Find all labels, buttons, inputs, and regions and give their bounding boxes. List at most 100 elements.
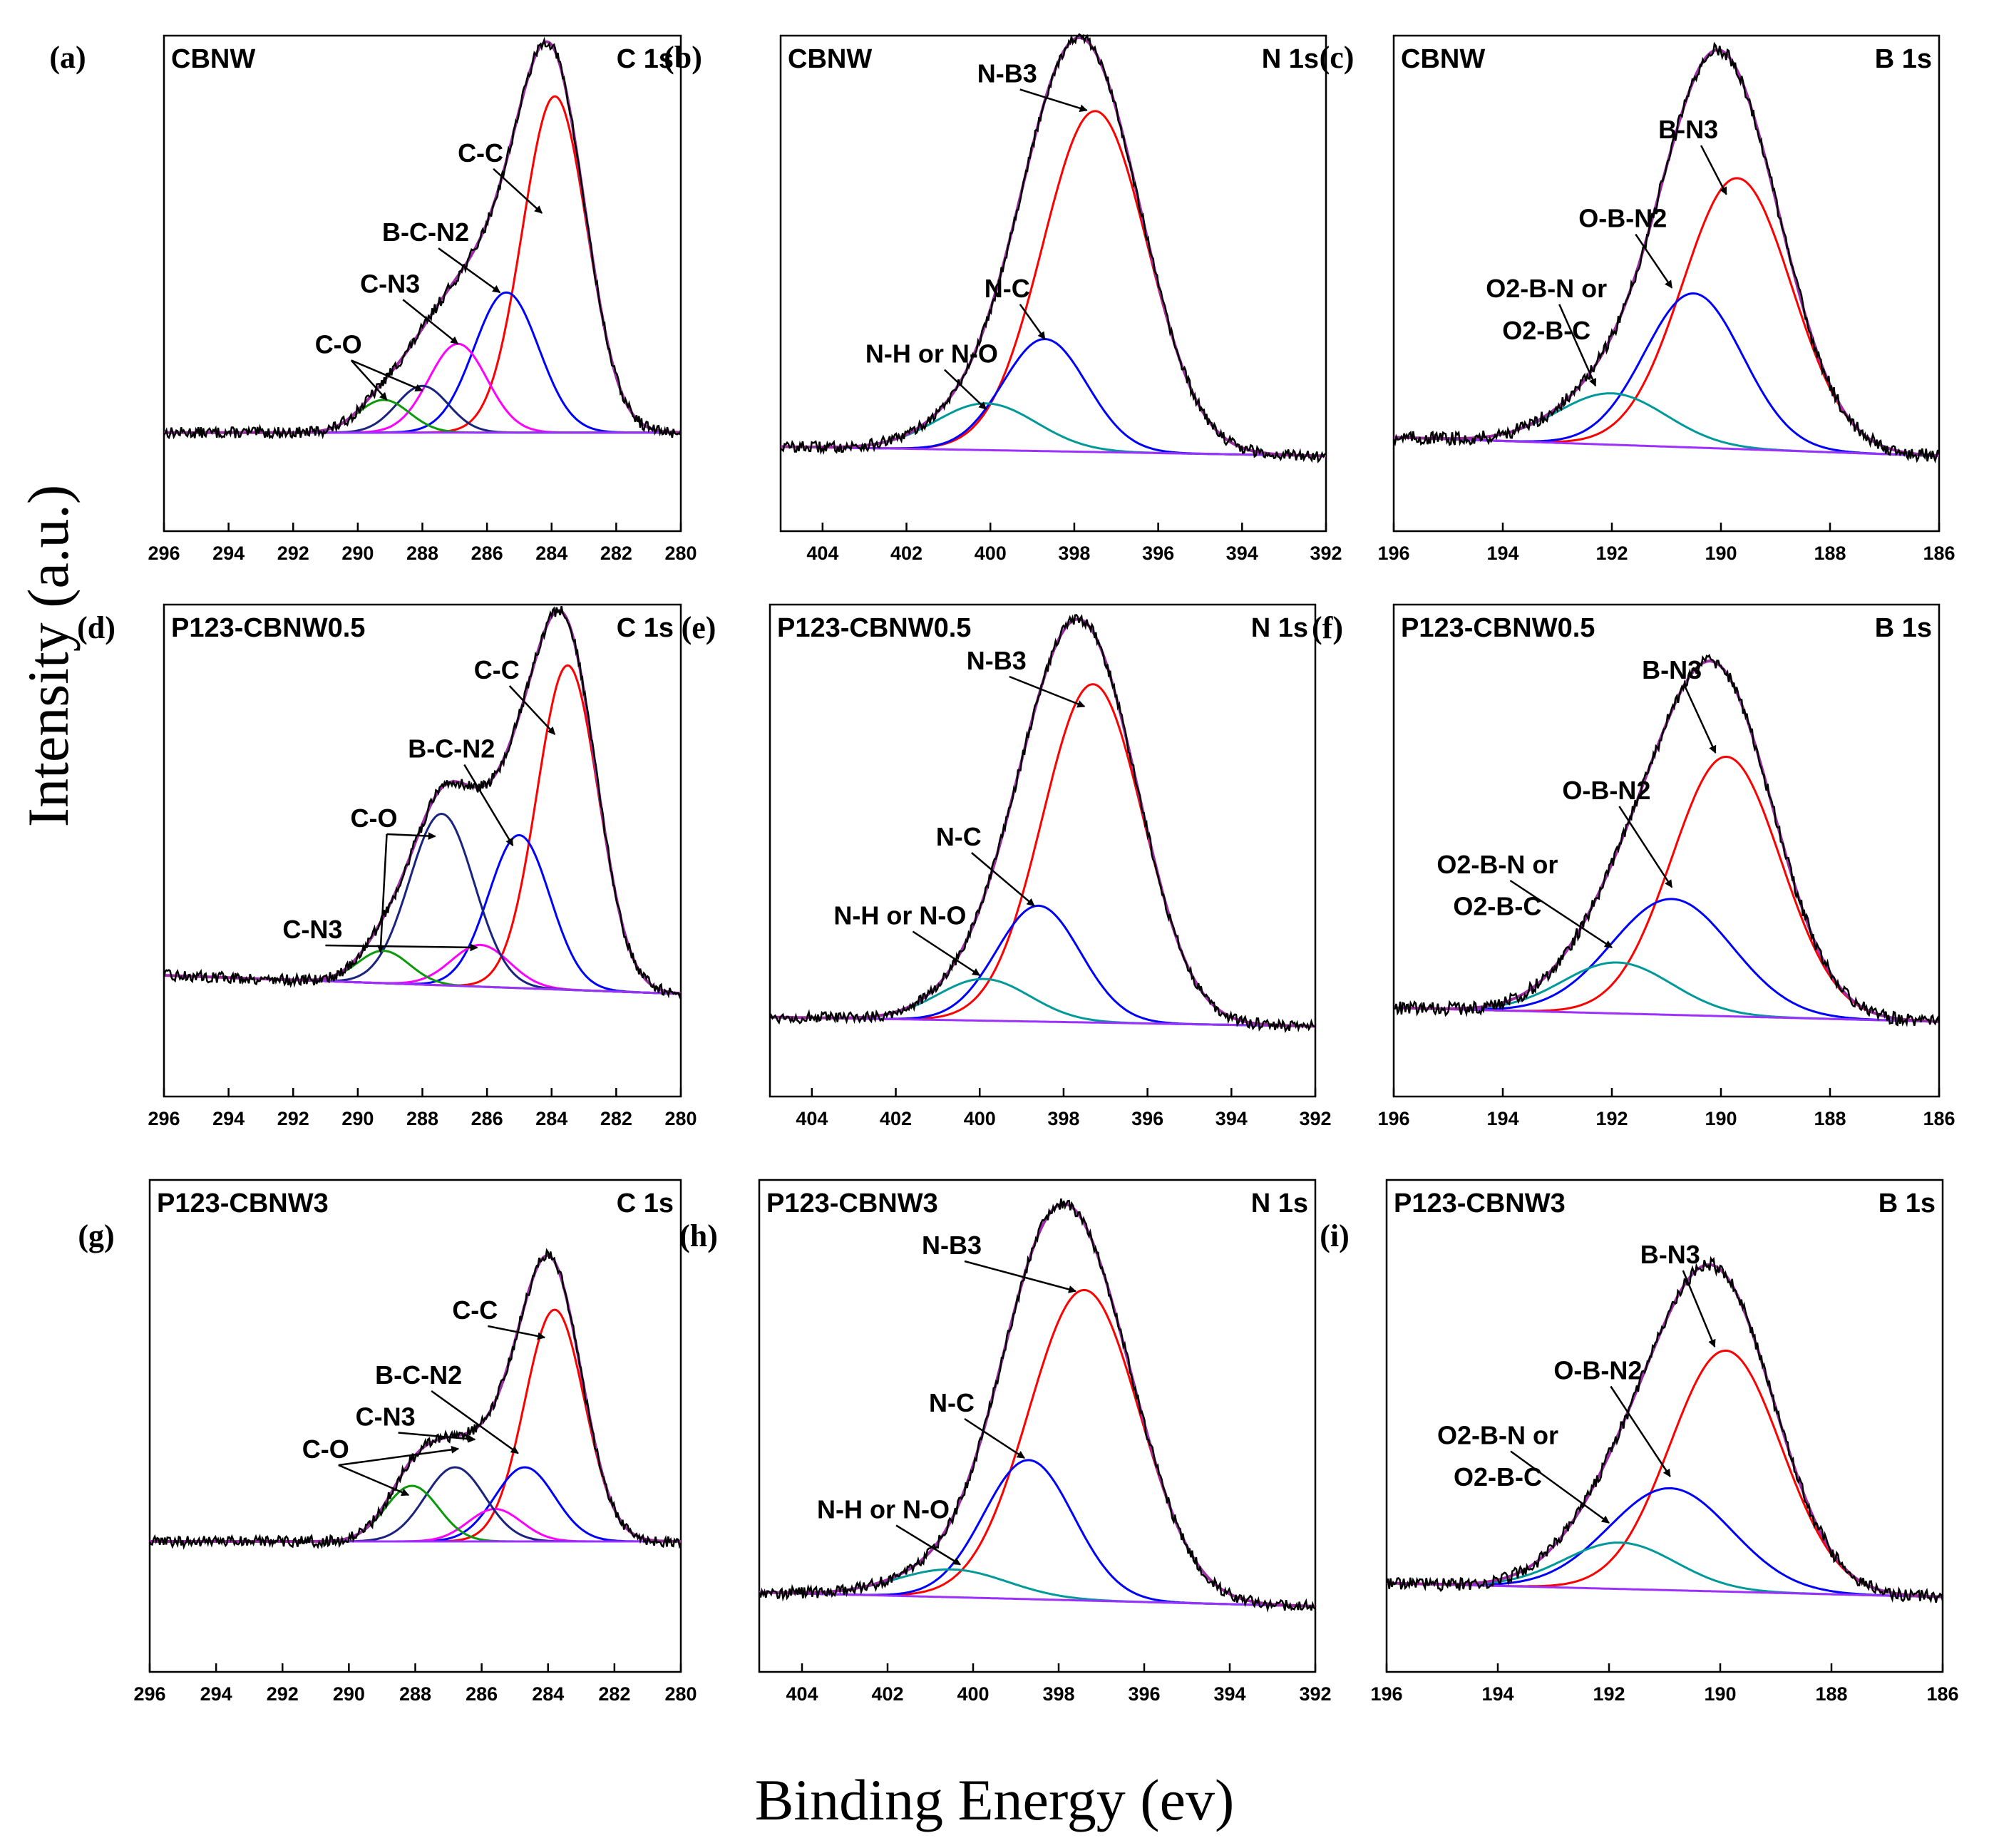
x-tick-label: 288 (406, 1108, 438, 1129)
annotation-arrow (970, 852, 1035, 907)
annotation-arrow (1684, 685, 1717, 754)
x-tick-label: 286 (471, 1108, 503, 1129)
panel-b: 404 402 400 398 396 394 392 CBNW N 1s (b) N-B3 N-C N… (664, 33, 1342, 564)
panel-letter: (g) (78, 1218, 114, 1253)
plot-frame (163, 603, 682, 1098)
panel-letter: (h) (679, 1218, 718, 1253)
x-tick-label: 392 (1299, 1108, 1331, 1129)
peak-annotation: O2-B-C (1502, 316, 1590, 345)
x-tick-label: 186 (1926, 1683, 1958, 1705)
peak-annotation: C-O (315, 329, 362, 359)
x-tick-label: 192 (1595, 543, 1628, 564)
x-tick-label: 286 (466, 1683, 498, 1705)
annotation-arrow (1682, 1270, 1716, 1348)
x-axis-title: Binding Energy (ev) (755, 1767, 1235, 1832)
annotation-arrow (1618, 806, 1673, 888)
x-tick-label: 284 (535, 1108, 567, 1129)
core-level-label: B 1s (1875, 44, 1932, 74)
annotation-arrow (386, 832, 436, 841)
annotation-arrow (895, 1524, 961, 1566)
x-tick-label: 196 (1377, 1108, 1409, 1129)
peak-annotation: C-C (474, 655, 520, 684)
x-tick-label: 188 (1814, 1108, 1846, 1129)
peak-annotation: C-O (351, 804, 398, 833)
raw-spectrum (780, 33, 1327, 463)
x-tick-label: 292 (267, 1683, 299, 1705)
annotation-arrow (350, 359, 388, 401)
x-tick-label: 196 (1377, 543, 1409, 564)
core-level-label: B 1s (1875, 613, 1932, 643)
annotation-arrow (325, 943, 478, 952)
annotation-arrow (1558, 304, 1597, 387)
peak-annotation: O-B-N2 (1562, 776, 1650, 805)
x-tick-label: 400 (964, 1108, 996, 1129)
peak-annotation: C-N3 (360, 269, 420, 298)
panel-a: 296 294 292 290 288 286 284 282 280 CBNW C 1s (a) C-… (49, 34, 697, 564)
raw-spectrum (758, 1198, 1316, 1613)
peak-annotation: B-C-N2 (408, 734, 495, 764)
peak-annotation: O-B-N2 (1578, 204, 1667, 233)
raw-spectrum (769, 614, 1316, 1034)
x-tick-label: 192 (1595, 1108, 1628, 1129)
peak-annotation: N-H or N-O (865, 339, 998, 369)
x-tick-label: 280 (664, 1683, 697, 1705)
panel-c: 196 194 192 190 188 186 CBNW B 1s (c) B-N3 O-B-N2 O… (1320, 34, 1955, 564)
annotation-arrow (338, 1445, 460, 1467)
x-tick-label: 400 (975, 543, 1007, 564)
panel-letter: (e) (682, 610, 716, 645)
annotation-arrow (912, 930, 981, 977)
x-tick-label: 288 (399, 1683, 431, 1705)
core-level-label: B 1s (1878, 1189, 1936, 1218)
annotation-arrow (508, 685, 556, 735)
peak-annotation: O2-B-N or (1486, 274, 1607, 303)
x-tick-label: 398 (1042, 1683, 1074, 1705)
annotation-arrow (1635, 233, 1673, 289)
sample-label: P123-CBNW3 (1394, 1189, 1566, 1218)
sample-label: P123-CBNW3 (766, 1189, 938, 1218)
panel-letter: (a) (49, 40, 86, 75)
annotation-arrow (964, 1417, 1025, 1459)
x-tick-label: 188 (1814, 543, 1846, 564)
peak-annotation: B-C-N2 (382, 217, 469, 247)
annotation-arrow (438, 247, 501, 294)
peak-annotation: N-C (985, 274, 1030, 303)
panel-letter: (b) (664, 40, 702, 75)
x-tick-label: 284 (535, 543, 567, 564)
annotation-arrow (351, 359, 423, 391)
annotation-arrow (964, 1260, 1077, 1293)
x-tick-label: 398 (1058, 543, 1090, 564)
background-line (781, 445, 1326, 457)
peak-annotation: C-N3 (356, 1402, 416, 1432)
panel-letter: (c) (1320, 40, 1355, 75)
panel-letter: (i) (1320, 1218, 1350, 1253)
core-level-label: N 1s (1251, 613, 1308, 643)
raw-spectrum (148, 1248, 682, 1550)
x-tick-label: 194 (1486, 1108, 1518, 1129)
annotation-arrow (338, 1464, 410, 1497)
x-tick-label: 396 (1142, 543, 1174, 564)
x-tick-label: 186 (1923, 543, 1955, 564)
sample-label: CBNW (788, 44, 872, 74)
annotation-arrow (1700, 145, 1727, 195)
annotation-arrow (1019, 88, 1088, 113)
peak-annotation: N-C (936, 822, 982, 851)
annotation-arrow (493, 168, 543, 214)
x-tick-label: 284 (532, 1683, 564, 1705)
x-tick-label: 290 (341, 1108, 374, 1129)
x-tick-label: 280 (664, 1108, 697, 1129)
x-tick-label: 404 (796, 1108, 828, 1129)
panel-e: 404 402 400 398 396 394 392 P123-CBNW0.5 N 1s (e)… (682, 603, 1332, 1129)
x-tick-label: 404 (786, 1683, 818, 1705)
x-tick-label: 282 (598, 1683, 630, 1705)
core-level-label: C 1s (617, 1189, 674, 1218)
background-line (1393, 1007, 1940, 1023)
x-tick-label: 398 (1047, 1108, 1079, 1129)
panel-letter: (f) (1312, 610, 1343, 645)
annotation-arrow (431, 1390, 519, 1454)
raw-spectrum (1385, 1256, 1944, 1603)
x-tick-label: 294 (212, 1108, 245, 1129)
panel-letter: (d) (77, 610, 115, 645)
raw-spectrum (1393, 654, 1941, 1027)
core-level-label: N 1s (1251, 1189, 1308, 1218)
